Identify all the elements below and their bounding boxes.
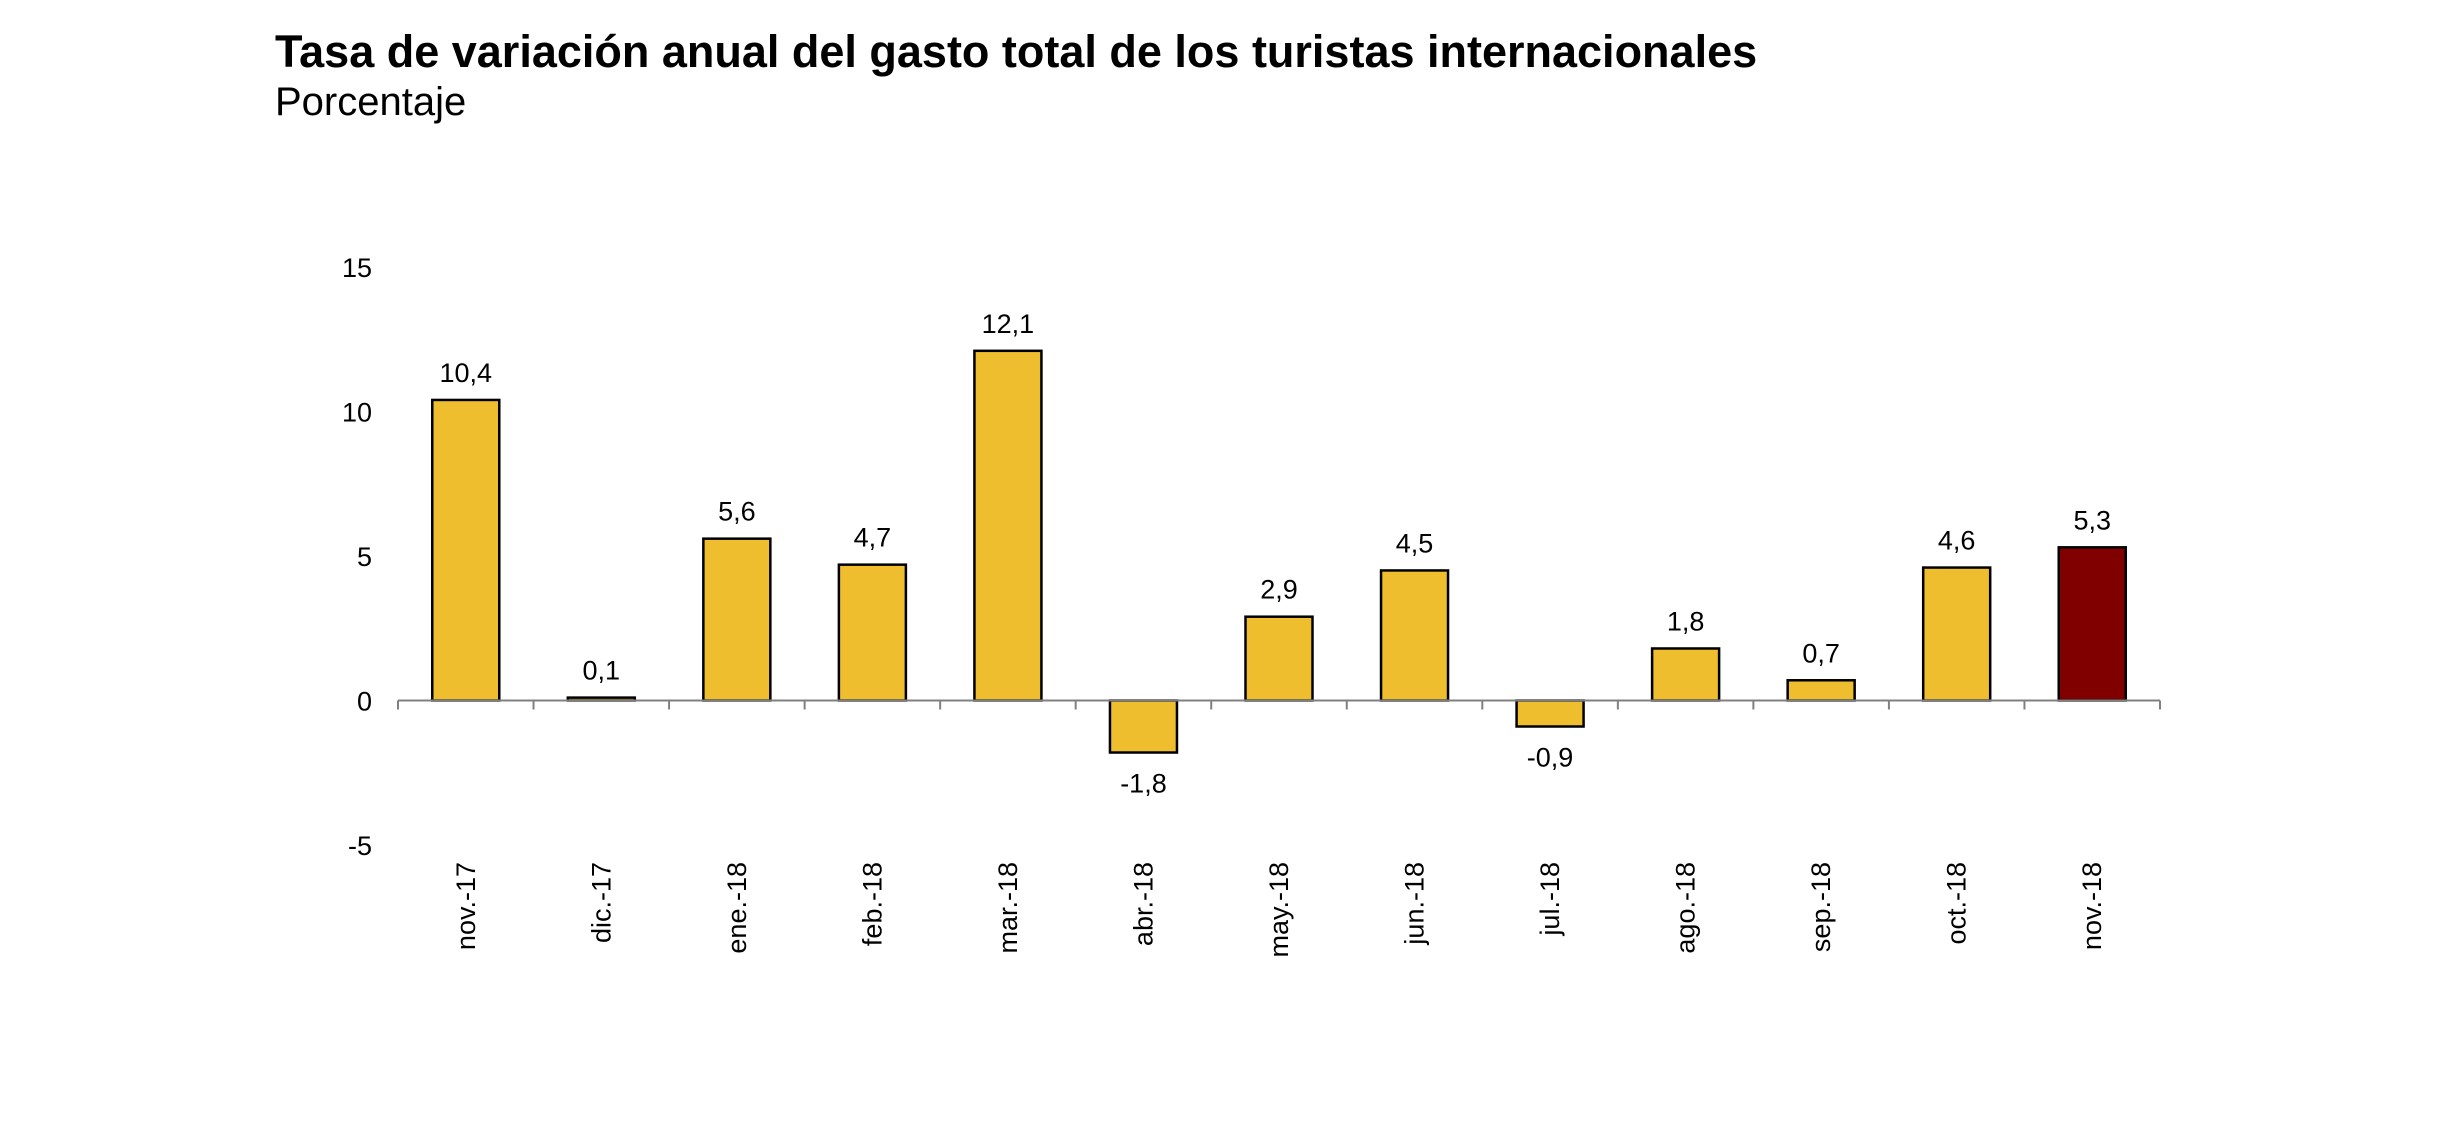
- x-category-label: ene.-18: [722, 862, 752, 954]
- x-category-label: may.-18: [1264, 862, 1294, 958]
- bar: [1650, 647, 1721, 702]
- bar: [973, 349, 1043, 702]
- chart-subtitle: Porcentaje: [275, 80, 467, 124]
- x-category-label: dic.-17: [586, 862, 616, 943]
- data-label: 12,1: [982, 309, 1035, 339]
- highlight-bar: [2057, 546, 2127, 702]
- chart-title: Tasa de variación anual del gasto total …: [275, 26, 1758, 77]
- data-label: -1,8: [1120, 769, 1167, 799]
- data-label: 5,3: [2073, 505, 2111, 535]
- x-category-label: nov.-17: [451, 862, 481, 950]
- data-label: -0,9: [1527, 743, 1574, 773]
- bar: [1379, 569, 1450, 702]
- y-tick-label: -5: [348, 831, 372, 861]
- y-tick-label: 0: [357, 687, 372, 717]
- bar: [1244, 615, 1314, 702]
- bar: [431, 398, 501, 702]
- data-label: 1,8: [1667, 606, 1705, 636]
- x-category-label: sep.-18: [1806, 862, 1836, 952]
- bar: [837, 563, 908, 702]
- bar: [1921, 566, 1992, 702]
- x-category-label: jul.-18: [1535, 862, 1565, 937]
- x-category-label: oct.-18: [1942, 862, 1972, 945]
- x-category-label: abr.-18: [1128, 862, 1158, 946]
- bar: [1108, 699, 1179, 754]
- data-label: 5,6: [718, 497, 756, 527]
- x-category-label: ago.-18: [1671, 862, 1701, 954]
- data-label: 2,9: [1260, 575, 1298, 605]
- data-label: 0,1: [583, 656, 621, 686]
- data-label: 4,6: [1938, 526, 1976, 556]
- bar: [702, 537, 772, 702]
- x-category-label: feb.-18: [857, 862, 887, 946]
- bar: [1786, 679, 1856, 702]
- x-category-label: nov.-18: [2077, 862, 2107, 950]
- data-label: 10,4: [439, 358, 492, 388]
- data-label: 4,7: [854, 523, 892, 553]
- y-tick-label: 15: [342, 253, 372, 283]
- y-tick-label: 5: [357, 542, 372, 572]
- x-category-label: mar.-18: [993, 862, 1023, 954]
- bar: [1515, 699, 1585, 728]
- data-label: 4,5: [1396, 528, 1434, 558]
- y-tick-label: 10: [342, 398, 372, 428]
- data-label: 0,7: [1802, 638, 1840, 668]
- x-category-label: jun.-18: [1400, 862, 1430, 946]
